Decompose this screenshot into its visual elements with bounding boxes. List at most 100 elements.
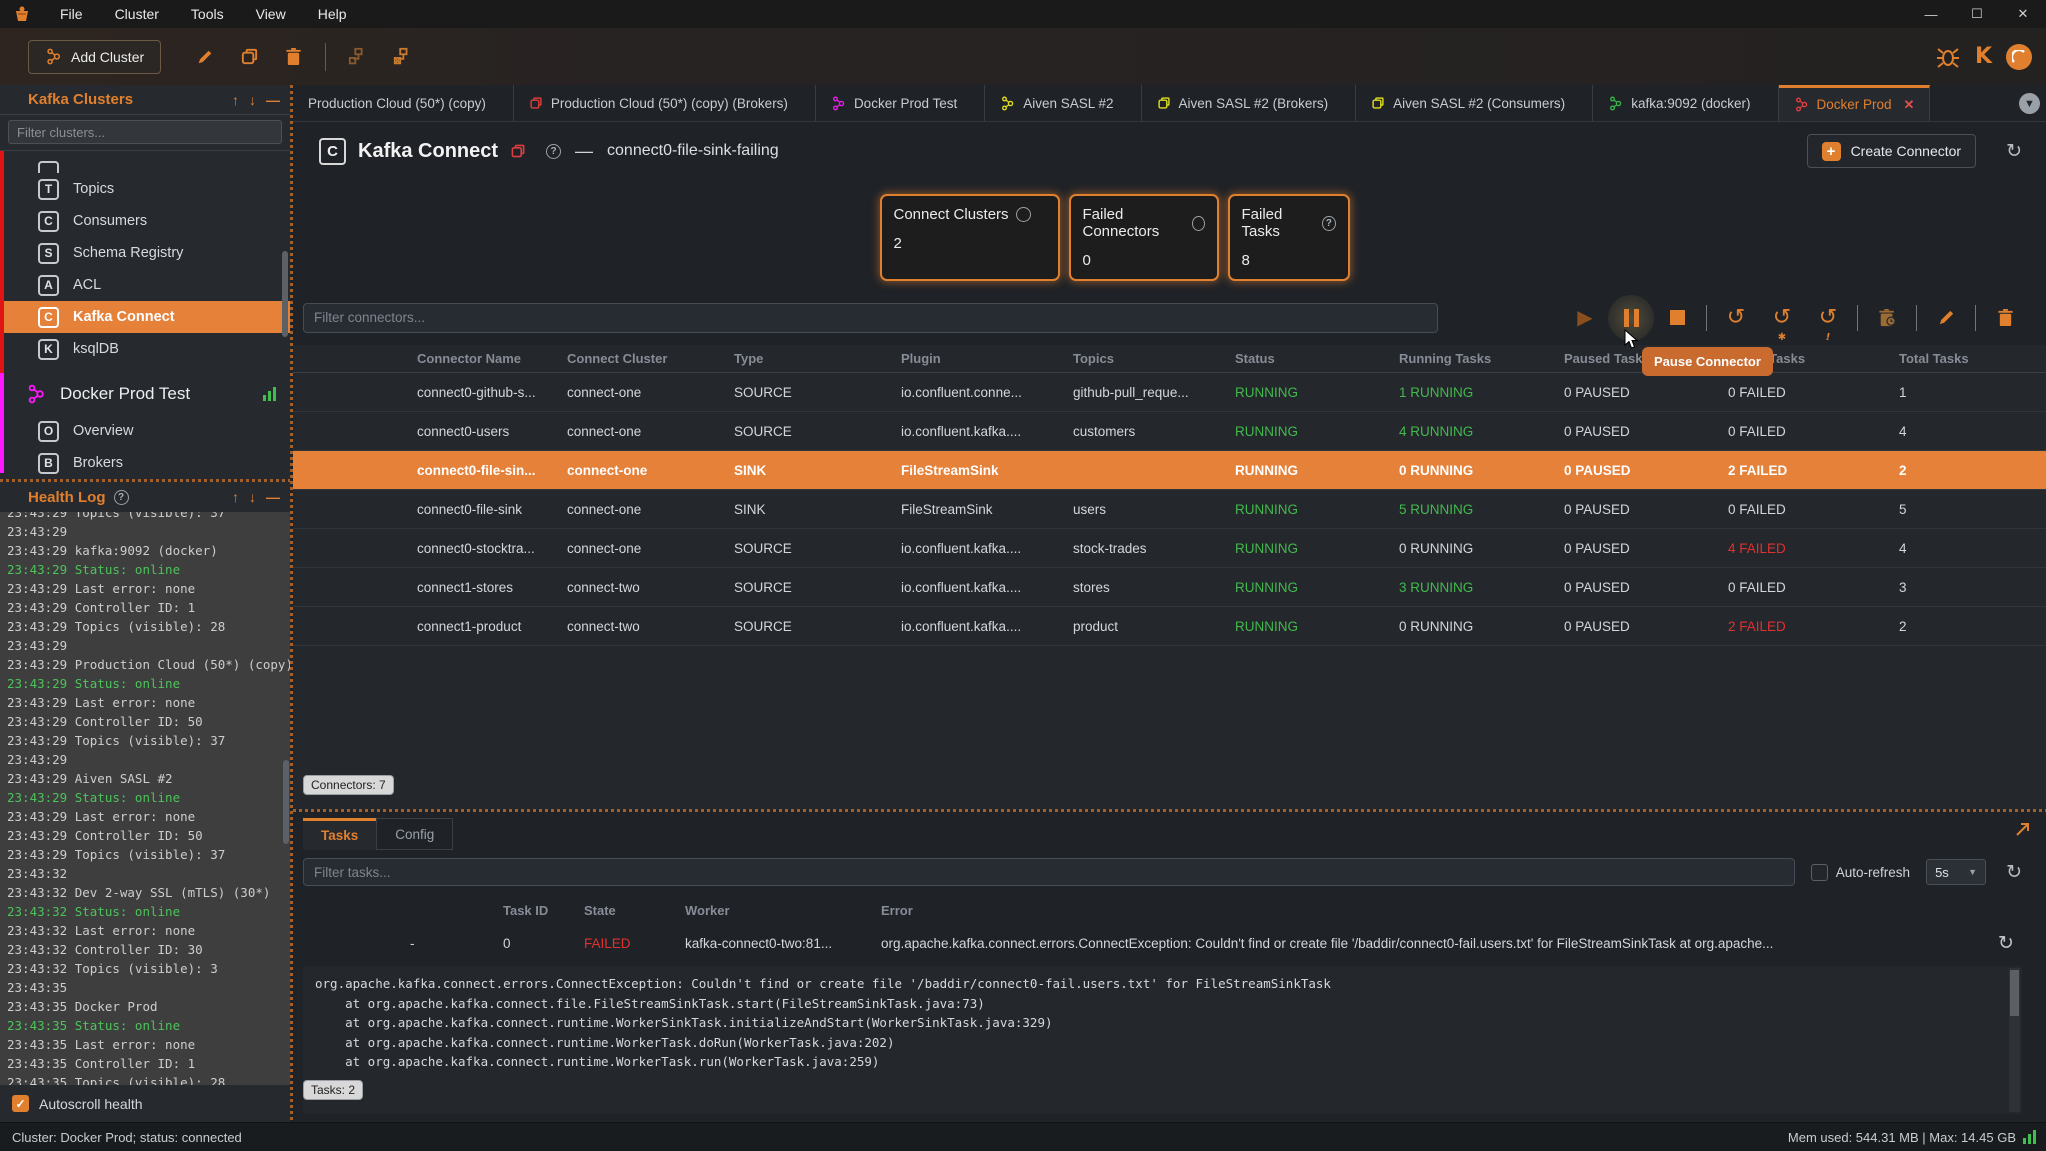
close-button[interactable]: ✕ (2000, 0, 2046, 28)
scrollbar-thumb[interactable] (2010, 970, 2019, 1016)
filter-tasks-input[interactable] (303, 858, 1795, 886)
menu-item[interactable]: File (46, 3, 97, 25)
log-line: 23:43:29 Topics (visible): 37 (7, 512, 290, 522)
filter-clusters-input[interactable] (8, 120, 282, 144)
item-letter-icon: S (38, 243, 59, 264)
refresh-icon[interactable]: ↻ (2006, 140, 2022, 162)
cell-topics: stock-trades (1073, 541, 1235, 556)
maximize-button[interactable]: ☐ (1954, 0, 2000, 28)
cluster-tab[interactable]: Aiven SASL #2 (Consumers) (1356, 85, 1593, 121)
cell-plugin: io.confluent.kafka.... (901, 580, 1073, 595)
add-cluster-button[interactable]: Add Cluster (28, 40, 161, 74)
cell-expander[interactable]: - (410, 936, 503, 951)
sidebar-item[interactable]: C Kafka Connect (0, 301, 290, 333)
menu-item[interactable]: Tools (177, 3, 238, 25)
sidebar-item[interactable]: K ksqlDB (0, 333, 290, 365)
scroll-down-icon[interactable]: ↓ (249, 489, 256, 505)
menu-item[interactable]: View (242, 3, 300, 25)
tab-tasks[interactable]: Tasks (303, 818, 376, 850)
edit-cluster-icon[interactable] (183, 40, 227, 74)
column-header[interactable]: Status (1235, 351, 1399, 366)
minimize-panel-icon[interactable]: — (266, 92, 280, 108)
tab-overflow-button[interactable]: ▼ (2019, 93, 2040, 114)
column-header[interactable]: Type (734, 351, 901, 366)
delete-cluster-icon[interactable] (271, 40, 315, 74)
log-scrollbar-thumb[interactable] (283, 760, 289, 844)
column-header[interactable]: Total Tasks (1899, 351, 2046, 366)
copy-cluster-icon[interactable] (227, 40, 271, 74)
cluster-tab[interactable]: kafka:9092 (docker) (1593, 85, 1778, 121)
create-connector-button[interactable]: + Create Connector (1807, 134, 1977, 168)
delete-connector-icon[interactable] (1982, 295, 2028, 341)
minimize-button[interactable]: — (1908, 0, 1954, 28)
restart-all-tasks-icon[interactable]: ↺! (1805, 295, 1851, 341)
resume-connector-icon[interactable]: ▶ (1562, 295, 1608, 341)
cell-cluster: connect-one (567, 385, 734, 400)
stop-connector-icon[interactable] (1654, 295, 1700, 341)
column-header[interactable]: Connect Cluster (567, 351, 734, 366)
disconnect-cluster-icon[interactable] (380, 40, 424, 74)
cluster-name: Docker Prod Test (60, 384, 190, 404)
sidebar-item-clipped[interactable] (0, 151, 290, 173)
connector-row[interactable]: connect0-users connect-one SOURCE io.con… (293, 412, 2046, 451)
cluster-tab[interactable]: Aiven SASL #2 (985, 85, 1141, 121)
sidebar-item[interactable]: O Overview (0, 415, 290, 447)
column-task-id[interactable]: Task ID (503, 903, 584, 918)
collapse-up-icon[interactable]: ↑ (232, 92, 239, 108)
tab-config[interactable]: Config (376, 818, 453, 850)
help-icon[interactable]: ? (546, 144, 561, 159)
connector-row[interactable]: connect0-file-sink connect-one SINK File… (293, 490, 2046, 529)
expand-panel-icon[interactable] (2014, 820, 2032, 838)
column-state[interactable]: State (584, 903, 685, 918)
health-log[interactable]: 23:43:29 Topics (visible): 3723:43:2923:… (0, 512, 290, 1085)
connector-row[interactable]: connect1-stores connect-two SOURCE io.co… (293, 568, 2046, 607)
cluster-tab[interactable]: Aiven SASL #2 (Brokers) (1142, 85, 1357, 121)
connect-cluster-icon[interactable] (336, 40, 380, 74)
column-header[interactable]: Running Tasks (1399, 351, 1564, 366)
auto-refresh-checkbox[interactable] (1811, 864, 1828, 881)
sidebar-cluster-docker-prod-test[interactable]: Docker Prod Test (0, 373, 290, 415)
edit-connector-icon[interactable] (1923, 295, 1969, 341)
connector-row[interactable]: connect0-github-s... connect-one SOURCE … (293, 373, 2046, 412)
stacktrace-box[interactable]: org.apache.kafka.connect.errors.ConnectE… (303, 966, 2022, 1114)
column-error[interactable]: Error (881, 903, 1966, 918)
tab-close-icon[interactable]: ✕ (1904, 97, 1915, 113)
copy-red-icon[interactable] (510, 143, 526, 159)
refresh-interval-select[interactable]: 5s▼ (1926, 859, 1986, 885)
menu-item[interactable]: Help (304, 3, 361, 25)
cluster-tab[interactable]: Production Cloud (50*) (copy) (293, 85, 514, 121)
log-line: 23:43:29 Status: online (7, 560, 290, 579)
cluster-tab[interactable]: Production Cloud (50*) (copy) (Brokers) (514, 85, 816, 121)
restart-task-icon[interactable]: ↻ (1998, 932, 2014, 954)
cluster-tab[interactable]: Docker Prod ✕ (1779, 85, 1931, 121)
connector-row[interactable]: connect1-product connect-two SOURCE io.c… (293, 607, 2046, 646)
refresh-tasks-icon[interactable]: ↻ (2006, 861, 2022, 883)
stacktrace-scrollbar[interactable] (2009, 968, 2020, 1112)
restart-failed-tasks-icon[interactable]: ↺✱ (1759, 295, 1805, 341)
pause-connector-icon[interactable]: Pause Connector (1608, 295, 1654, 341)
filter-connectors-input[interactable] (303, 303, 1438, 333)
sidebar-item[interactable]: B Brokers (0, 447, 290, 479)
stat-card: Failed Connectors 0 (1069, 194, 1219, 281)
expand-down-icon[interactable]: ↓ (249, 92, 256, 108)
cell-type: SINK (734, 463, 901, 478)
compass-icon[interactable] (2006, 44, 2032, 70)
column-header[interactable]: Topics (1073, 351, 1235, 366)
help-icon[interactable]: ? (114, 490, 129, 505)
cell-name: connect1-product (417, 619, 567, 634)
connector-row[interactable]: connect0-file-sin... connect-one SINK Fi… (293, 451, 2046, 490)
autoscroll-checkbox[interactable]: ✓ (12, 1095, 29, 1112)
item-letter-icon: K (38, 339, 59, 360)
log-line: 23:43:29 Topics (visible): 37 (7, 731, 290, 750)
connector-row[interactable]: connect0-stocktra... connect-one SOURCE … (293, 529, 2046, 568)
column-header[interactable]: Connector Name (417, 351, 567, 366)
column-worker[interactable]: Worker (685, 903, 881, 918)
menu-item[interactable]: Cluster (101, 3, 173, 25)
restart-connector-icon[interactable]: ↺ (1713, 295, 1759, 341)
column-header[interactable]: Plugin (901, 351, 1073, 366)
cluster-tab[interactable]: Docker Prod Test (816, 85, 985, 121)
delete-topics-icon[interactable] (1864, 295, 1910, 341)
scroll-up-icon[interactable]: ↑ (232, 489, 239, 505)
task-row[interactable]: - 0 FAILED kafka-connect0-two:81... org.… (293, 922, 2046, 964)
minimize-log-icon[interactable]: — (266, 489, 280, 505)
